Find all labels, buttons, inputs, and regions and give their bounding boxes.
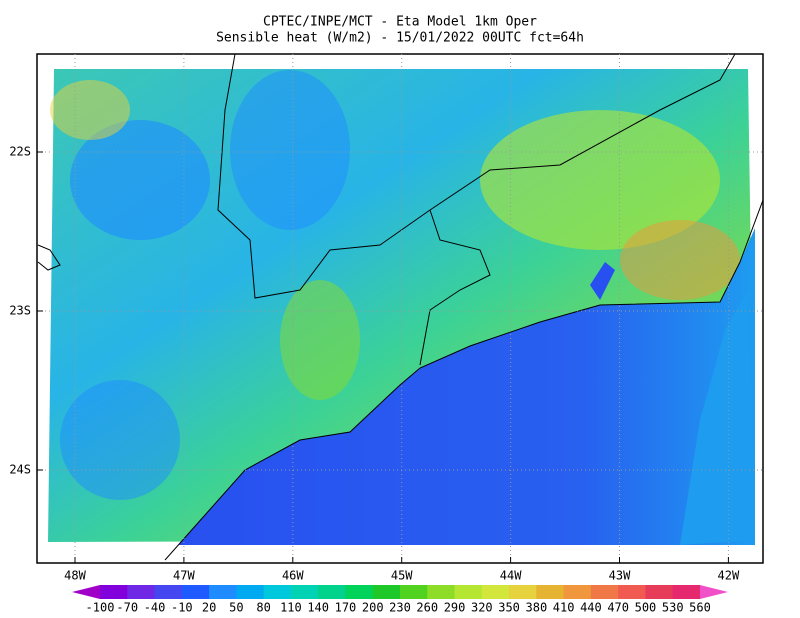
colorbar-box [154, 585, 183, 599]
field-blob [60, 380, 180, 500]
latitude-labels: 22S 23S 24S [9, 145, 31, 477]
field-blob [70, 120, 210, 240]
graticule [37, 54, 763, 563]
lat-label: 23S [9, 304, 31, 318]
state-border [37, 244, 61, 271]
field-blob [50, 80, 130, 140]
lon-label: 43W [609, 569, 631, 583]
colorbar-label: 320 [471, 601, 493, 615]
colorbar-box [127, 585, 156, 599]
colorbar-box [509, 585, 537, 599]
colorbar-label: 560 [689, 601, 711, 615]
colorbar-label: 230 [389, 601, 411, 615]
colorbar-box [427, 585, 456, 599]
bay [590, 262, 615, 300]
colorbar-label: 170 [335, 601, 357, 615]
colorbar-box [645, 585, 674, 599]
colorbar-label: -70 [116, 601, 138, 615]
colorbar-box [400, 585, 428, 599]
colorbar-box [209, 585, 237, 599]
lon-label: 48W [64, 569, 86, 583]
colorbar-box [672, 585, 701, 599]
lon-label: 46W [282, 569, 304, 583]
state-border [217, 53, 736, 299]
colorbar-label: 470 [607, 601, 629, 615]
colorbar-label: 440 [580, 601, 602, 615]
colorbar-box [181, 585, 210, 599]
ocean [178, 228, 755, 545]
lon-label: 47W [173, 569, 195, 583]
colorbar-box [372, 585, 401, 599]
colorbar-label: 20 [202, 601, 216, 615]
colorbar-box [345, 585, 374, 599]
map-area [36, 53, 764, 564]
colorbar: -100 -70 -40 -10 20 50 80 110 140 170 200 230 260 290… [72, 585, 728, 615]
colorbar-box [563, 585, 592, 599]
lon-label: 45W [391, 569, 413, 583]
lat-label: 22S [9, 145, 31, 159]
colorbar-label: 530 [662, 601, 684, 615]
lon-label: 42W [718, 569, 740, 583]
colorbar-box [618, 585, 646, 599]
colorbar-box [290, 585, 319, 599]
field-blob [280, 280, 360, 400]
colorbar-label: 500 [635, 601, 657, 615]
colorbar-box [100, 585, 128, 599]
colorbar-box [590, 585, 619, 599]
colorbar-label: 350 [498, 601, 520, 615]
title-line: Sensible heat (W/m2) - 15/01/2022 00UTC … [216, 31, 584, 46]
colorbar-label: 260 [416, 601, 438, 615]
colorbar-label: 380 [526, 601, 548, 615]
colorbar-box [481, 585, 510, 599]
colorbar-label: -40 [144, 601, 166, 615]
title-line: CPTEC/INPE/MCT - Eta Model 1km Oper [263, 15, 537, 30]
colorbar-label: -100 [86, 601, 115, 615]
colorbar-label: 200 [362, 601, 384, 615]
colorbar-label: 110 [280, 601, 302, 615]
colorbar-label: -10 [171, 601, 193, 615]
colorbar-label: 410 [553, 601, 575, 615]
longitude-labels: 48W 47W 46W 45W 44W 43W 42W [64, 569, 740, 583]
state-border [419, 209, 491, 366]
colorbar-box [263, 585, 292, 599]
colorbar-arrow [72, 585, 100, 599]
colorbar-label: 290 [444, 601, 466, 615]
lon-label: 44W [500, 569, 522, 583]
colorbar-label: 50 [229, 601, 243, 615]
colorbar-box [318, 585, 346, 599]
field-blob [230, 70, 350, 230]
colorbar-label: 80 [256, 601, 270, 615]
colorbar-arrow [700, 585, 728, 599]
colorbar-box [236, 585, 265, 599]
coastline [164, 199, 764, 561]
lat-label: 24S [9, 463, 31, 477]
field-blob [620, 220, 740, 300]
field-blob [480, 110, 720, 250]
colorbar-box [536, 585, 565, 599]
colorbar-box [454, 585, 483, 599]
colorbar-label: 140 [307, 601, 329, 615]
ocean-shelf [680, 290, 755, 545]
